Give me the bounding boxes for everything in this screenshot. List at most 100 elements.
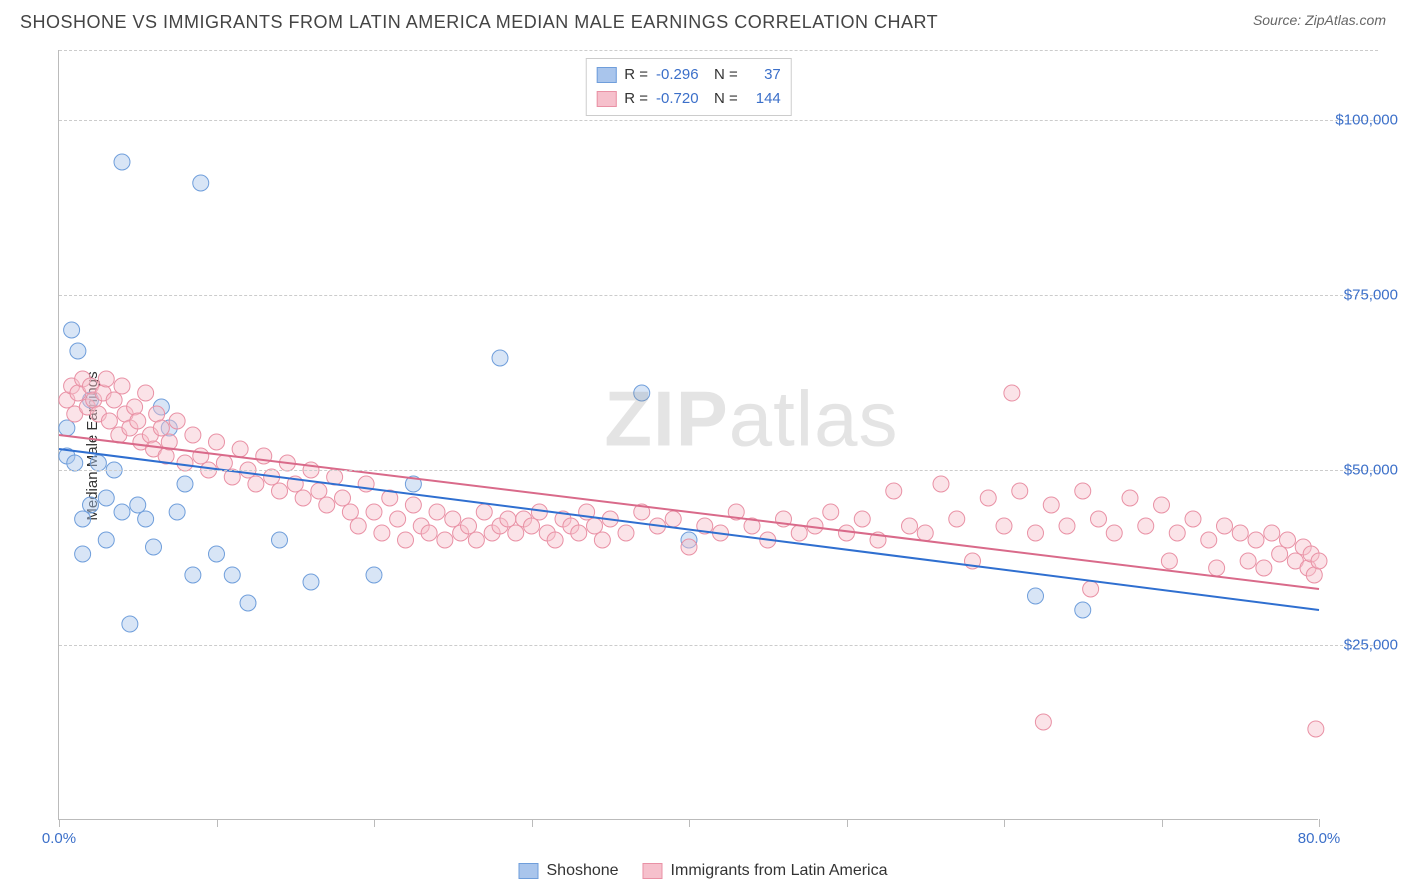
scatter-plot: R =-0.296N =37R =-0.720N =144 ZIPatlas $… [58,50,1318,820]
data-point [1169,525,1185,541]
data-point [1256,560,1272,576]
data-point [1091,511,1107,527]
data-point [398,532,414,548]
data-point [232,441,248,457]
data-point [193,448,209,464]
data-point [342,504,358,520]
data-point [122,616,138,632]
data-point [1311,553,1327,569]
stat-r-value: -0.296 [656,63,706,87]
data-point [224,567,240,583]
data-point [90,455,106,471]
chart-area: Median Male Earnings R =-0.296N =37R =-0… [48,50,1386,842]
trend-line [59,435,1319,589]
data-point [618,525,634,541]
data-point [98,490,114,506]
stat-n-value: 144 [746,87,781,111]
legend-item: Immigrants from Latin America [643,862,888,880]
data-point [138,511,154,527]
data-point [405,497,421,513]
x-tick [532,819,533,827]
data-point [1075,602,1091,618]
data-point [272,483,288,499]
data-point [1201,532,1217,548]
gridline [59,470,1378,471]
data-point [468,532,484,548]
y-tick-label: $25,000 [1323,637,1398,654]
data-point [1012,483,1028,499]
y-tick-label: $100,000 [1323,112,1398,129]
data-point [138,385,154,401]
data-point [634,385,650,401]
data-point [366,504,382,520]
data-point [839,525,855,541]
x-tick [1004,819,1005,827]
x-tick [59,819,60,827]
data-point [319,497,335,513]
x-tick [847,819,848,827]
data-point [177,476,193,492]
data-point [524,518,540,534]
chart-source: Source: ZipAtlas.com [1253,12,1386,28]
data-point [1217,518,1233,534]
data-point [1083,581,1099,597]
legend-swatch [518,863,538,879]
data-point [101,413,117,429]
data-point [1154,497,1170,513]
data-point [98,371,114,387]
data-point [1043,497,1059,513]
stat-n-label: N = [714,63,738,87]
data-point [303,574,319,590]
data-point [114,154,130,170]
chart-title: SHOSHONE VS IMMIGRANTS FROM LATIN AMERIC… [20,12,938,33]
data-point [949,511,965,527]
data-point [1185,511,1201,527]
data-point [114,378,130,394]
data-point [587,518,603,534]
gridline [59,295,1378,296]
legend-swatch [643,863,663,879]
data-point [374,525,390,541]
data-point [1264,525,1280,541]
data-point [1122,490,1138,506]
gridline [59,120,1378,121]
data-point [854,511,870,527]
data-point [1106,525,1122,541]
data-point [67,455,83,471]
data-point [1280,532,1296,548]
data-point [980,490,996,506]
x-tick [689,819,690,827]
x-tick [374,819,375,827]
data-point [130,413,146,429]
data-point [823,504,839,520]
correlation-legend: R = -0.296 N = 37R =-0.720N =144 [585,58,792,116]
data-point [1138,518,1154,534]
stat-r-label: R = [624,63,648,87]
y-tick-label: $50,000 [1323,462,1398,479]
data-point [461,518,477,534]
data-point [902,518,918,534]
x-tick-label: 0.0% [42,830,76,847]
stat-n-value: 37 [746,63,781,87]
legend-stat-row: R =-0.720N =144 [596,87,781,111]
data-point [240,595,256,611]
data-point [1272,546,1288,562]
trend-line [59,449,1319,610]
y-tick-label: $75,000 [1323,287,1398,304]
data-point [146,539,162,555]
data-point [185,427,201,443]
data-point [1059,518,1075,534]
data-point [1232,525,1248,541]
data-point [1028,525,1044,541]
data-point [169,413,185,429]
data-point [1004,385,1020,401]
data-point [1308,721,1324,737]
x-tick [1162,819,1163,827]
data-point [421,525,437,541]
data-point [594,532,610,548]
data-point [169,504,185,520]
data-point [1075,483,1091,499]
data-point [437,532,453,548]
plot-svg [59,50,1319,820]
data-point [917,525,933,541]
